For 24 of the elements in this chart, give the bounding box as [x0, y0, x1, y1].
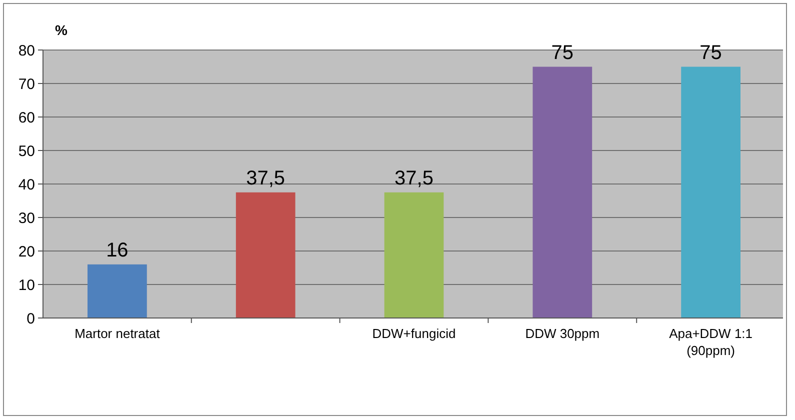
data-label: 75 — [700, 42, 722, 64]
y-tick-label: 50 — [18, 142, 35, 160]
y-tick-label: 80 — [18, 42, 35, 60]
x-tick-label: Martor netratat — [74, 326, 160, 341]
y-tick-label: 0 — [26, 310, 35, 328]
bar — [236, 192, 296, 318]
bar — [681, 66, 740, 318]
x-tick-label: Apa+DDW 1:1 (90ppm) — [669, 326, 753, 358]
bar — [532, 66, 592, 318]
y-tick-label: 70 — [18, 76, 35, 93]
y-tick-label: 30 — [18, 210, 35, 227]
x-tick-label: DDW 30ppm — [525, 326, 600, 341]
y-tick-label: 60 — [18, 109, 35, 126]
y-tick-label: 20 — [18, 243, 35, 260]
y-axis-title: % — [55, 22, 68, 38]
data-label: 37,5 — [246, 167, 286, 190]
data-label: 37,5 — [394, 167, 434, 190]
x-tick-label: DDW+fungicid — [372, 326, 456, 341]
data-label: 16 — [106, 239, 128, 262]
y-tick-label: 10 — [18, 276, 35, 294]
y-tick-label: 40 — [18, 176, 35, 194]
bar — [384, 192, 444, 318]
bar — [88, 264, 147, 318]
data-label: 75 — [551, 42, 574, 64]
